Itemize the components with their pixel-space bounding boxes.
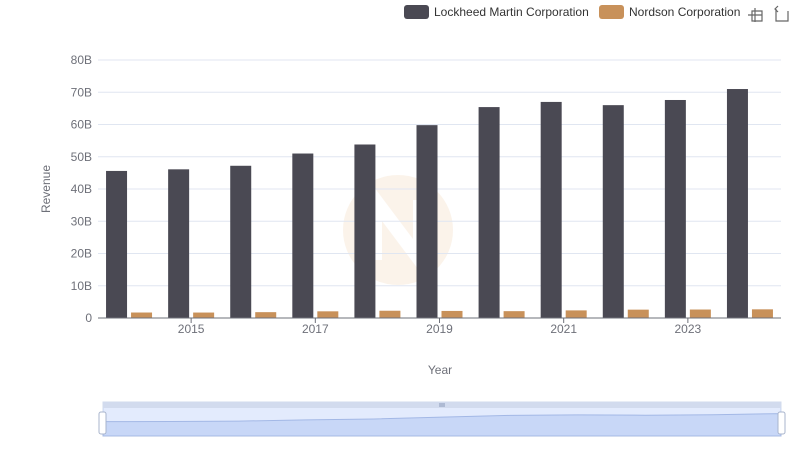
bar-nordson-2018[interactable] (379, 310, 401, 318)
bar-lockheed-2022[interactable] (602, 105, 624, 319)
bar-nordson-2020[interactable] (503, 311, 525, 318)
y-tick-label: 10B (71, 279, 92, 293)
data-zoom-icon[interactable] (748, 8, 763, 22)
y-tick-label: 20B (71, 247, 92, 261)
y-tick-label: 40B (71, 182, 92, 196)
bar-lockheed-2017[interactable] (292, 153, 314, 318)
bar-lockheed-2024[interactable] (726, 89, 748, 319)
x-tick-label: 2019 (426, 322, 453, 336)
y-tick-label: 80B (71, 53, 92, 67)
slider-move-handle-icon[interactable] (439, 403, 445, 407)
y-tick-label: 60B (71, 118, 92, 132)
y-tick-label: 70B (71, 85, 92, 99)
bar-lockheed-2020[interactable] (478, 107, 500, 319)
legend-swatch-nordson (599, 5, 624, 19)
x-axis-title: Year (428, 363, 452, 377)
y-axis-title: Revenue (39, 165, 53, 213)
bar-lockheed-2019[interactable] (416, 125, 438, 319)
y-tick-label: 0 (85, 311, 92, 325)
legend-item-nordson[interactable]: Nordson Corporation (599, 5, 740, 19)
bar-lockheed-2018[interactable] (354, 144, 376, 318)
x-tick-label: 2017 (302, 322, 329, 336)
legend: Lockheed Martin Corporation Nordson Corp… (404, 5, 740, 19)
legend-label-lockheed: Lockheed Martin Corporation (434, 5, 589, 19)
bar-nordson-2016[interactable] (255, 312, 277, 318)
legend-item-lockheed[interactable]: Lockheed Martin Corporation (404, 5, 589, 19)
bar-lockheed-2016[interactable] (230, 165, 252, 318)
bars (106, 89, 773, 319)
slider-handle-right[interactable] (777, 411, 786, 435)
bar-nordson-2015[interactable] (193, 312, 215, 318)
y-axis-ticks: 0 10B 20B 30B 40B 50B 60B 70B 80B (71, 53, 93, 325)
restore-icon[interactable] (774, 5, 789, 22)
bar-lockheed-2014[interactable] (106, 170, 128, 318)
bar-lockheed-2021[interactable] (540, 101, 562, 318)
x-tick-label: 2021 (550, 322, 577, 336)
bar-nordson-2021[interactable] (565, 310, 587, 318)
bar-lockheed-2015[interactable] (168, 169, 190, 318)
legend-swatch-lockheed (404, 5, 429, 19)
bar-nordson-2014[interactable] (131, 312, 153, 318)
bar-lockheed-2023[interactable] (664, 99, 686, 319)
y-tick-label: 30B (71, 214, 92, 228)
bar-nordson-2022[interactable] (627, 309, 649, 318)
slider-preview-area (102, 413, 782, 437)
bar-nordson-2017[interactable] (317, 311, 339, 318)
bar-nordson-2019[interactable] (441, 310, 463, 318)
y-tick-label: 50B (71, 150, 92, 164)
x-axis-ticks: 2015 2017 2019 2021 2023 (178, 318, 702, 336)
bar-nordson-2023[interactable] (689, 309, 711, 318)
data-zoom-slider[interactable] (98, 401, 786, 437)
slider-handle-left[interactable] (98, 411, 107, 435)
x-tick-label: 2015 (178, 322, 205, 336)
legend-label-nordson: Nordson Corporation (629, 5, 740, 19)
x-tick-label: 2023 (675, 322, 702, 336)
bar-nordson-2024[interactable] (751, 309, 773, 318)
